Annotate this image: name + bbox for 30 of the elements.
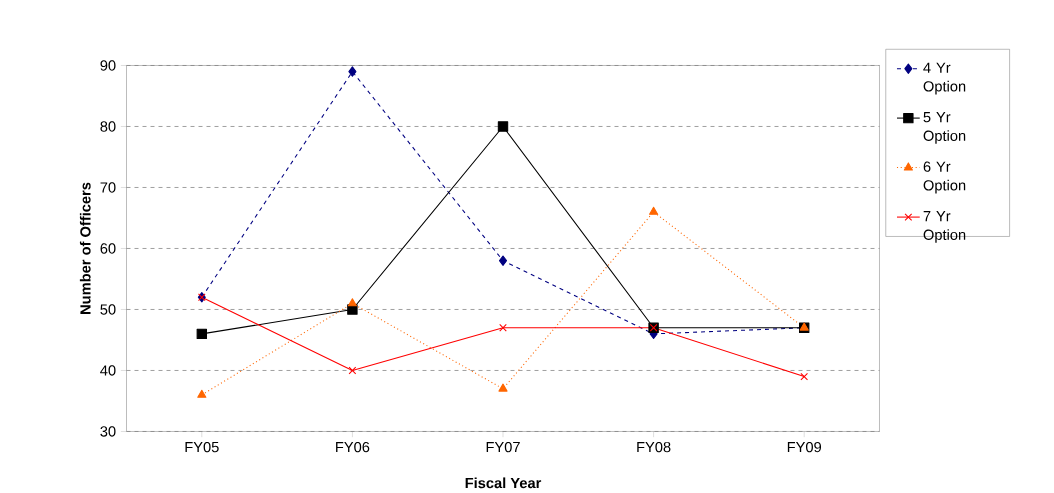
point (348, 366, 357, 375)
point (348, 66, 357, 77)
legend-label: 7 Yr Option (923, 211, 966, 244)
x-axis-title: Fiscal Year (465, 477, 542, 489)
y-tick-label: 60 (100, 243, 116, 254)
x-tick-label: FY06 (336, 442, 370, 453)
point (347, 304, 358, 315)
y-axis-title: Number of Officers (79, 182, 91, 315)
point (196, 328, 208, 340)
y-tick-label: 50 (100, 304, 116, 315)
x-tick-label: FY05 (185, 442, 219, 453)
x-tick-label: FY08 (637, 442, 671, 453)
point (197, 389, 207, 398)
point (347, 298, 357, 307)
x-tick-label: FY09 (787, 442, 822, 453)
point (649, 206, 659, 215)
y-tick-label: 30 (100, 426, 116, 437)
legend-label: 5 Yr Option (923, 112, 966, 145)
y-tick-label: 80 (100, 121, 116, 132)
y-tick-label: 90 (100, 60, 116, 71)
point (800, 372, 809, 381)
x-tick-label: FY07 (486, 442, 520, 453)
legend-label: 4 Yr Option (923, 62, 966, 95)
y-tick-label: 70 (100, 182, 116, 193)
legend-label: 6 Yr Option (923, 161, 966, 194)
point (497, 121, 509, 132)
point (499, 324, 507, 332)
y-tick-label: 40 (100, 365, 116, 376)
point (498, 383, 508, 392)
point (498, 255, 508, 267)
